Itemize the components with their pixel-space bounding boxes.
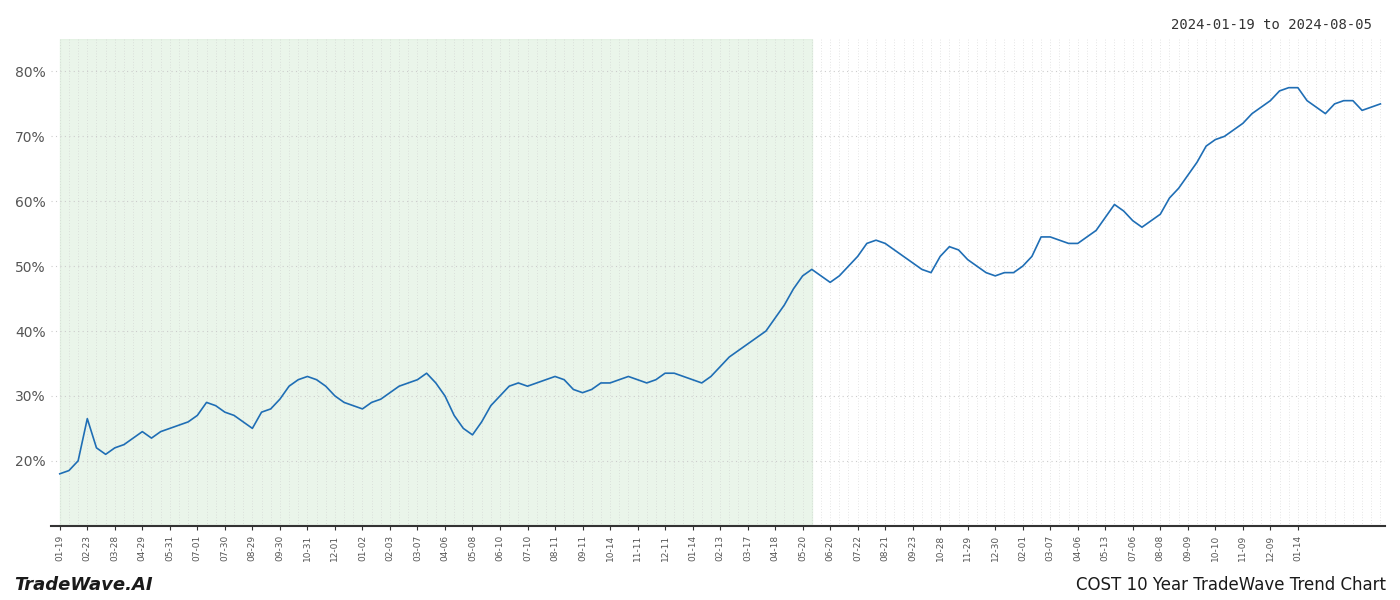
Text: TradeWave.AI: TradeWave.AI [14,576,153,594]
Text: COST 10 Year TradeWave Trend Chart: COST 10 Year TradeWave Trend Chart [1077,576,1386,594]
Bar [60,39,812,526]
Text: 2024-01-19 to 2024-08-05: 2024-01-19 to 2024-08-05 [1170,18,1372,32]
